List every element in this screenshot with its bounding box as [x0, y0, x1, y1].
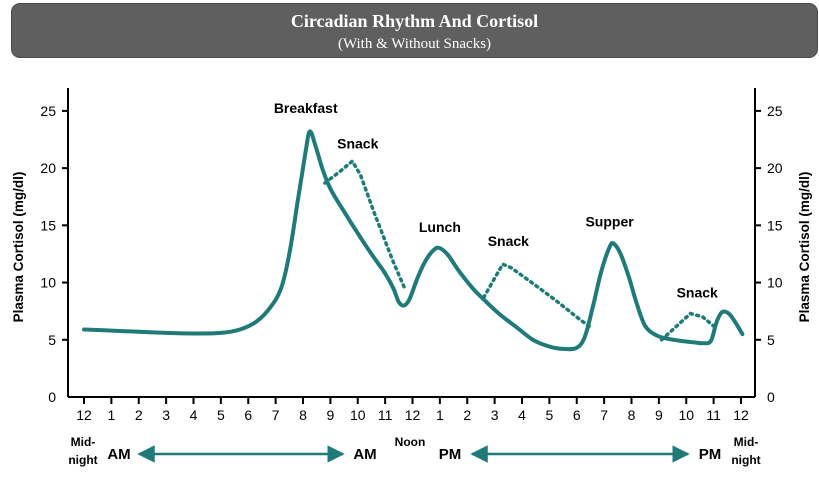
x-tick-label-14: 2: [463, 407, 471, 423]
snack-curve-dotted-1: [323, 158, 408, 293]
x-tick-label-10: 10: [350, 407, 366, 423]
chart-title: Circadian Rhythm And Cortisol: [290, 11, 539, 31]
am-left-label: AM: [107, 446, 130, 463]
time-of-day-labels: Mid- night AM AM Noon PM PM Mid- night: [68, 435, 760, 467]
x-tick-label-5: 5: [217, 407, 225, 423]
y-tick-label-left-10: 10: [40, 275, 56, 291]
x-tick-label-19: 7: [600, 407, 608, 423]
x-tick-label-22: 10: [678, 407, 694, 423]
x-tick-label-2: 2: [135, 407, 143, 423]
y-tick-label-left-25: 25: [40, 103, 56, 119]
annotation-snack-3: Snack: [488, 233, 529, 249]
x-tick-label-13: 1: [436, 407, 444, 423]
x-tick-label-16: 4: [518, 407, 526, 423]
annotation-lunch-2: Lunch: [419, 219, 461, 235]
y-tick-label-left-20: 20: [40, 160, 56, 176]
midnight-left-line1: Mid-: [71, 435, 96, 449]
pm-right-label: PM: [699, 446, 722, 463]
am-right-label: AM: [353, 446, 376, 463]
cortisol-curve-without-snacks: [82, 129, 745, 352]
snack-curve-dotted-3: [659, 311, 719, 342]
x-tick-label-18: 6: [573, 407, 581, 423]
x-tick-label-23: 11: [706, 407, 721, 423]
annotations-group: Breakfast Snack Lunch Snack Supper Snack: [274, 100, 718, 300]
chart-subtitle: (With & Without Snacks): [337, 36, 492, 52]
y-tick-label-right-15: 15: [767, 217, 783, 233]
midnight-right-line2: night: [731, 453, 760, 467]
y-tick-label-right-0: 0: [767, 389, 775, 405]
x-tick-label-21: 9: [655, 407, 663, 423]
snack-curve-dotted-2: [481, 261, 594, 331]
x-tick-label-3: 3: [162, 407, 170, 423]
y-tick-label-right-5: 5: [767, 332, 775, 348]
midnight-left-line2: night: [68, 453, 97, 467]
y-axis-label-right: Plasma Cortisol (mg/dl): [797, 172, 812, 323]
annotation-snack-1: Snack: [337, 136, 378, 152]
annotation-supper-4: Supper: [585, 213, 634, 229]
title-banner: Circadian Rhythm And Cortisol (With & Wi…: [11, 3, 818, 58]
pm-left-label: PM: [439, 446, 462, 463]
x-tick-label-9: 9: [326, 407, 334, 423]
x-tick-label-15: 3: [491, 407, 499, 423]
x-tick-label-0: 12: [76, 407, 92, 423]
annotation-breakfast-0: Breakfast: [274, 100, 338, 116]
annotation-snack-5: Snack: [677, 284, 718, 300]
x-tick-label-20: 8: [628, 407, 636, 423]
x-tick-label-12: 12: [405, 407, 421, 423]
series-group: [82, 129, 745, 352]
y-tick-label-left-15: 15: [40, 217, 56, 233]
x-tick-label-6: 6: [244, 407, 252, 423]
x-tick-label-7: 7: [272, 407, 280, 423]
x-tick-label-24: 12: [733, 407, 749, 423]
y-tick-label-right-20: 20: [767, 160, 783, 176]
x-tick-label-1: 1: [107, 407, 115, 423]
x-tick-label-11: 11: [378, 407, 393, 423]
y-tick-label-right-10: 10: [767, 275, 783, 291]
y-tick-label-left-0: 0: [48, 389, 56, 405]
x-tick-label-4: 4: [190, 407, 198, 423]
midnight-right-line1: Mid-: [734, 435, 759, 449]
y-tick-label-left-5: 5: [48, 332, 56, 348]
x-tick-label-17: 5: [545, 407, 553, 423]
y-tick-label-right-25: 25: [767, 103, 783, 119]
x-tick-label-8: 8: [299, 407, 307, 423]
noon-label: Noon: [395, 435, 426, 449]
y-axis-label-left: Plasma Cortisol (mg/dl): [11, 172, 26, 323]
